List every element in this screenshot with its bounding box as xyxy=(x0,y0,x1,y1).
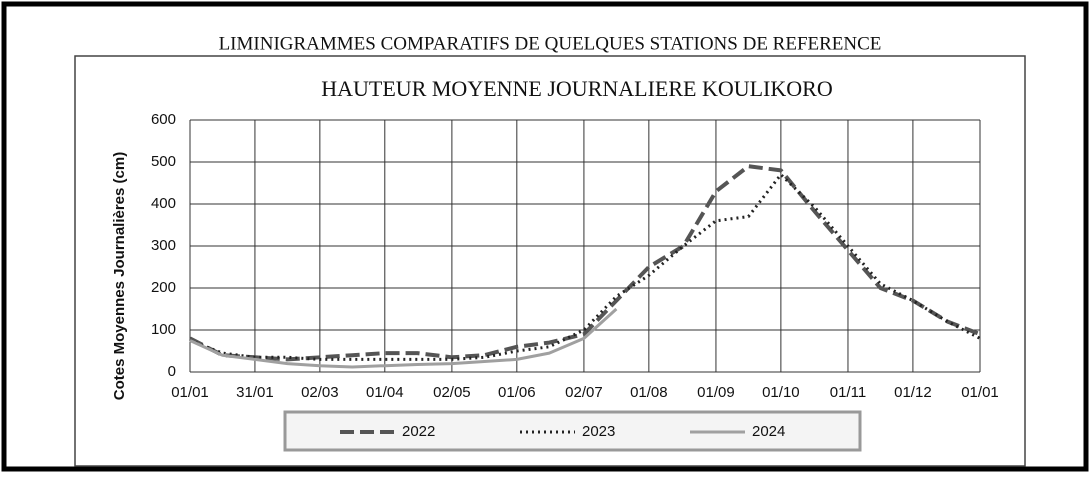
y-tick-label: 600 xyxy=(151,111,176,128)
x-tick-label: 01/09 xyxy=(697,384,735,401)
y-axis-label: Cotes Moyennes Journalières (cm) xyxy=(111,152,128,400)
x-tick-label: 02/03 xyxy=(301,384,339,401)
series-line xyxy=(189,173,981,361)
y-tick-label: 0 xyxy=(168,363,176,380)
x-tick-label: 31/01 xyxy=(236,384,274,401)
outer-border xyxy=(1,1,1089,472)
y-tick-label: 500 xyxy=(151,153,176,170)
x-tick-label: 02/05 xyxy=(433,384,471,401)
y-tick-label: 200 xyxy=(151,279,176,296)
x-tick-label: 01/12 xyxy=(894,384,932,401)
series-line xyxy=(189,307,618,369)
y-tick-label: 400 xyxy=(151,195,176,212)
legend-label: 2024 xyxy=(752,423,785,440)
page-heading: LIMINIGRAMMES COMPARATIFS DE QUELQUES ST… xyxy=(219,33,882,54)
series-line xyxy=(189,164,981,362)
legend-label: 2023 xyxy=(582,423,615,440)
x-tick-label: 01/06 xyxy=(498,384,536,401)
y-tick-label: 300 xyxy=(151,237,176,254)
chart-frame xyxy=(74,55,1026,467)
y-tick-label: 100 xyxy=(151,321,176,338)
x-tick-label: 01/04 xyxy=(366,384,404,401)
x-tick-label: 01/01 xyxy=(171,384,209,401)
x-tick-label: 01/08 xyxy=(630,384,668,401)
chart-title: HAUTEUR MOYENNE JOURNALIERE KOULIKORO xyxy=(321,76,832,101)
x-tick-label: 01/11 xyxy=(830,384,866,401)
legend-label: 2022 xyxy=(402,423,435,440)
x-tick-label: 01/01 xyxy=(961,384,999,401)
x-tick-label: 01/10 xyxy=(762,384,800,401)
x-tick-label: 02/07 xyxy=(565,384,603,401)
